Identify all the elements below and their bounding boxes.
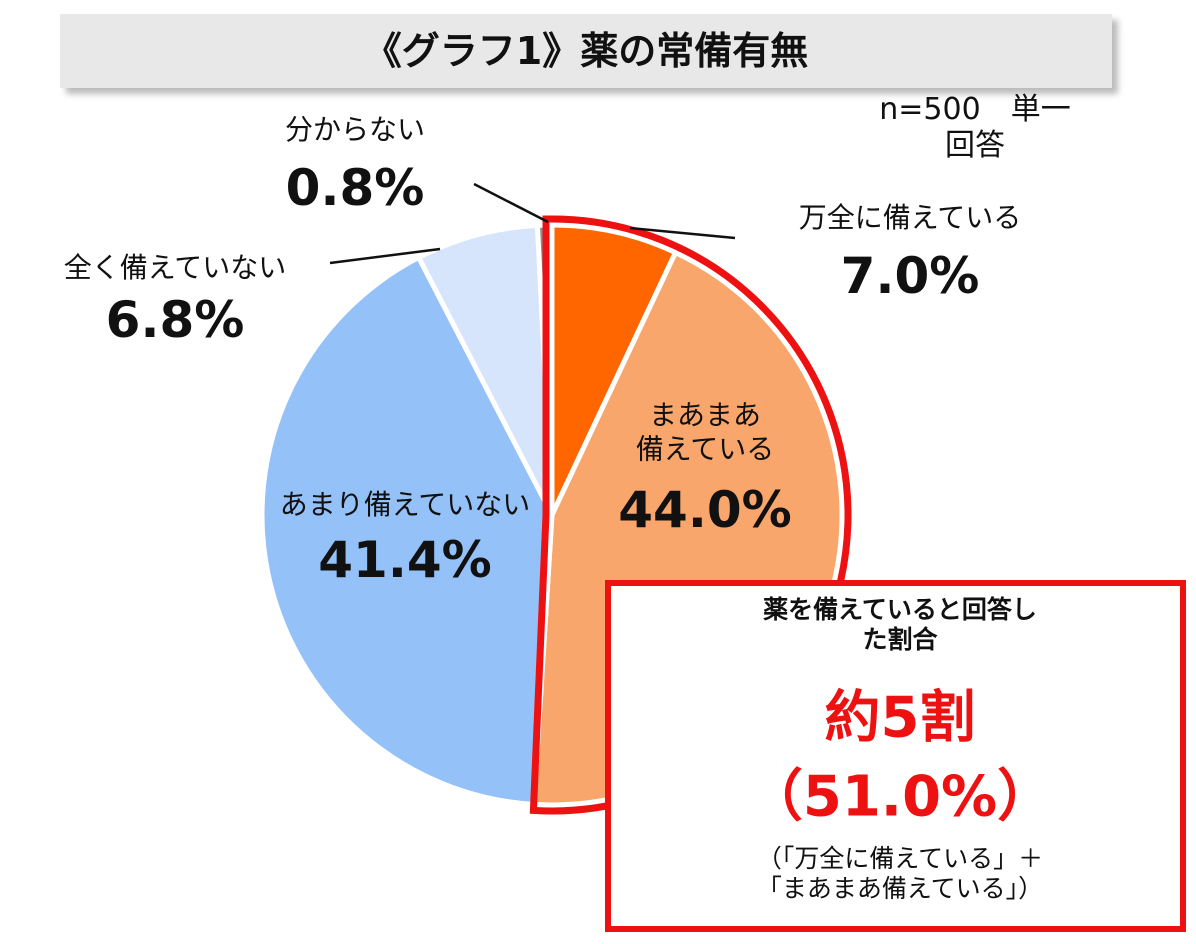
slice-name: 分からない bbox=[284, 113, 426, 147]
slice-name: あまり備えていない bbox=[279, 488, 531, 522]
slice-name: まあまあ 備えている bbox=[635, 398, 775, 465]
leader-line bbox=[473, 182, 549, 224]
callout-heading: 薬を備えていると回答した割合 bbox=[763, 595, 1037, 654]
slice-name: 全く備えていない bbox=[63, 251, 287, 285]
callout-detail: （「万全に備えている」＋ 「まあまあ備えている」） bbox=[756, 844, 1044, 903]
chart-title: 《グラフ1》薬の常備有無 bbox=[363, 29, 809, 74]
slice-name: 万全に備えている bbox=[798, 201, 1022, 235]
callout-box bbox=[605, 580, 1186, 932]
slice-value: 41.4% bbox=[318, 531, 492, 589]
leader-line bbox=[329, 247, 441, 265]
slice-value: 6.8% bbox=[105, 291, 245, 349]
callout-percent: （51.0%） bbox=[746, 764, 1054, 830]
title-banner bbox=[60, 14, 1112, 88]
slice-value: 7.0% bbox=[840, 247, 980, 305]
callout-main: 約5割 bbox=[824, 685, 976, 751]
leader-line bbox=[629, 226, 736, 240]
slice-value: 44.0% bbox=[618, 481, 792, 539]
slice-value: 0.8% bbox=[285, 159, 425, 217]
sample-note: n=500 単一回答 bbox=[879, 92, 1071, 163]
pie-slice bbox=[259, 254, 555, 808]
